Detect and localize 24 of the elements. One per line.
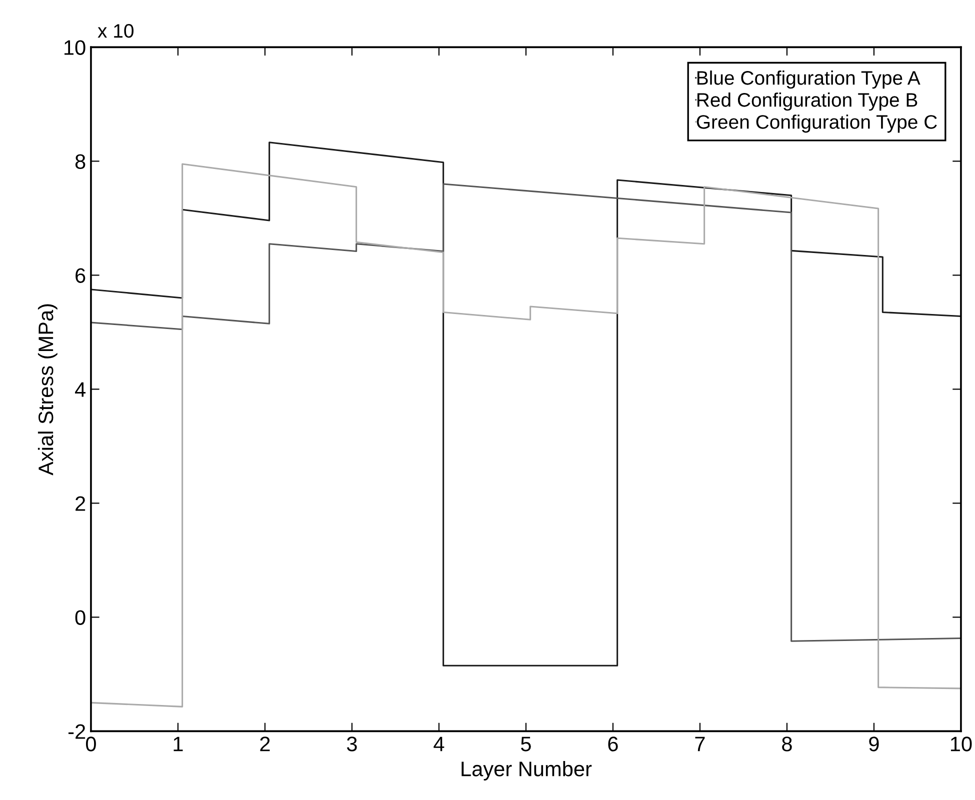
y-tick-label: 4 bbox=[75, 382, 86, 397]
x-tick-label: 3 bbox=[346, 736, 357, 752]
y-tick-label: 6 bbox=[76, 268, 86, 283]
x-tick-label: 1 bbox=[174, 736, 183, 752]
x-tick-label: 4 bbox=[434, 736, 444, 752]
y-tick-label: 10 bbox=[64, 40, 86, 55]
x-tick-label: 5 bbox=[521, 736, 531, 752]
x-axis-title: Layer Number bbox=[462, 761, 592, 780]
x-tick-label: 9 bbox=[869, 736, 879, 752]
y-tick-label: 0 bbox=[75, 610, 86, 625]
x-tick-label: 0 bbox=[86, 736, 96, 752]
text: x 10 bbox=[98, 24, 134, 38]
y-tick-label: -2 bbox=[68, 724, 86, 739]
x-tick-label: 6 bbox=[608, 736, 618, 752]
legend-label: Green Configuration Type C bbox=[696, 114, 937, 133]
legend-label: Blue Configuration Type A bbox=[697, 70, 920, 89]
legend-label: Red Configuration Type B bbox=[697, 92, 918, 111]
x-tick-label: 10 bbox=[950, 736, 972, 752]
y-tick-label: 8 bbox=[75, 154, 86, 169]
x-tick-label: 7 bbox=[695, 736, 705, 752]
x-tick-label: 8 bbox=[782, 736, 792, 752]
y-tick-label: 2 bbox=[76, 496, 86, 511]
y-axis-title: Axial Stress (MPa) bbox=[38, 304, 58, 476]
x-tick-label: 2 bbox=[260, 736, 270, 752]
